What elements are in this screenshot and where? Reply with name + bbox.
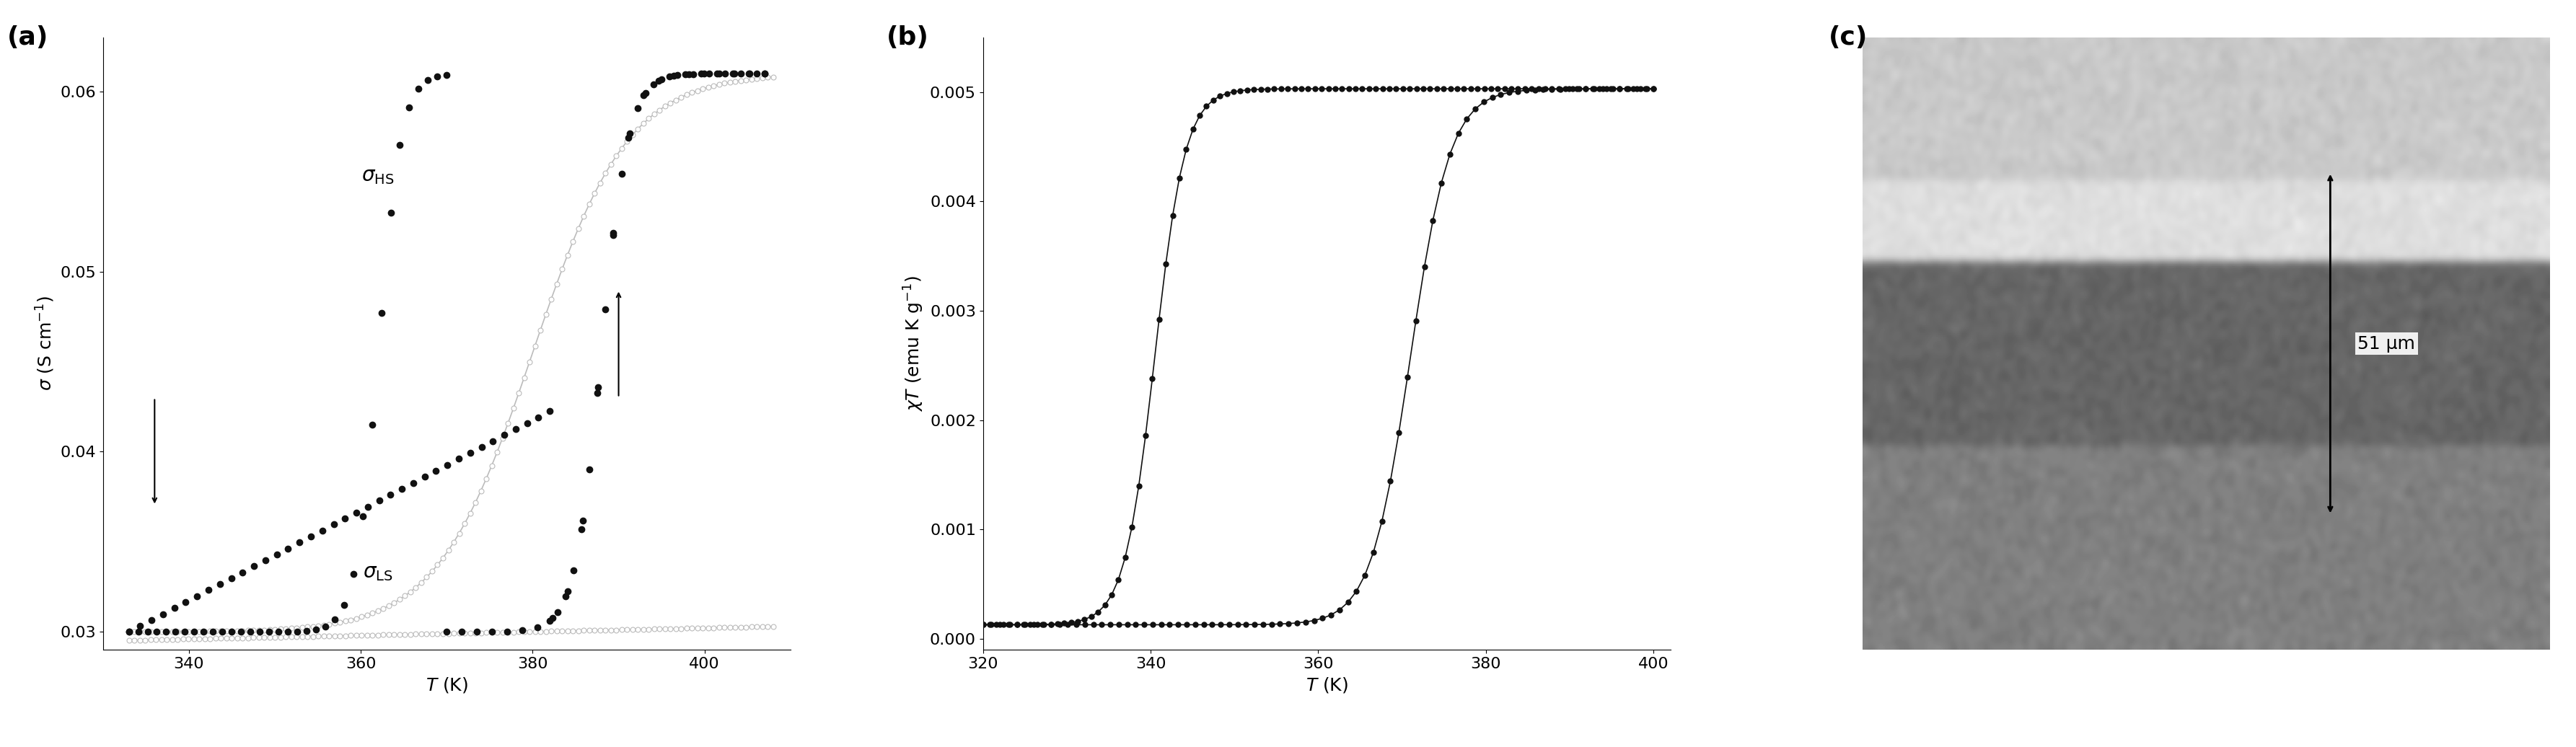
Text: (c): (c) [1829, 25, 1868, 49]
Text: $\sigma_{\rm HS}$: $\sigma_{\rm HS}$ [361, 166, 394, 187]
Y-axis label: $\chi T$ (emu K g$^{-1}$): $\chi T$ (emu K g$^{-1}$) [902, 276, 925, 412]
X-axis label: $T$ (K): $T$ (K) [425, 675, 469, 694]
Text: 51 μm: 51 μm [2357, 335, 2416, 353]
Text: (b): (b) [886, 25, 930, 49]
Y-axis label: $\sigma$ (S cm$^{-1}$): $\sigma$ (S cm$^{-1}$) [33, 296, 57, 391]
Text: (a): (a) [8, 25, 49, 49]
Text: $\sigma_{\rm LS}$: $\sigma_{\rm LS}$ [363, 562, 394, 583]
X-axis label: $T$ (K): $T$ (K) [1306, 675, 1347, 694]
